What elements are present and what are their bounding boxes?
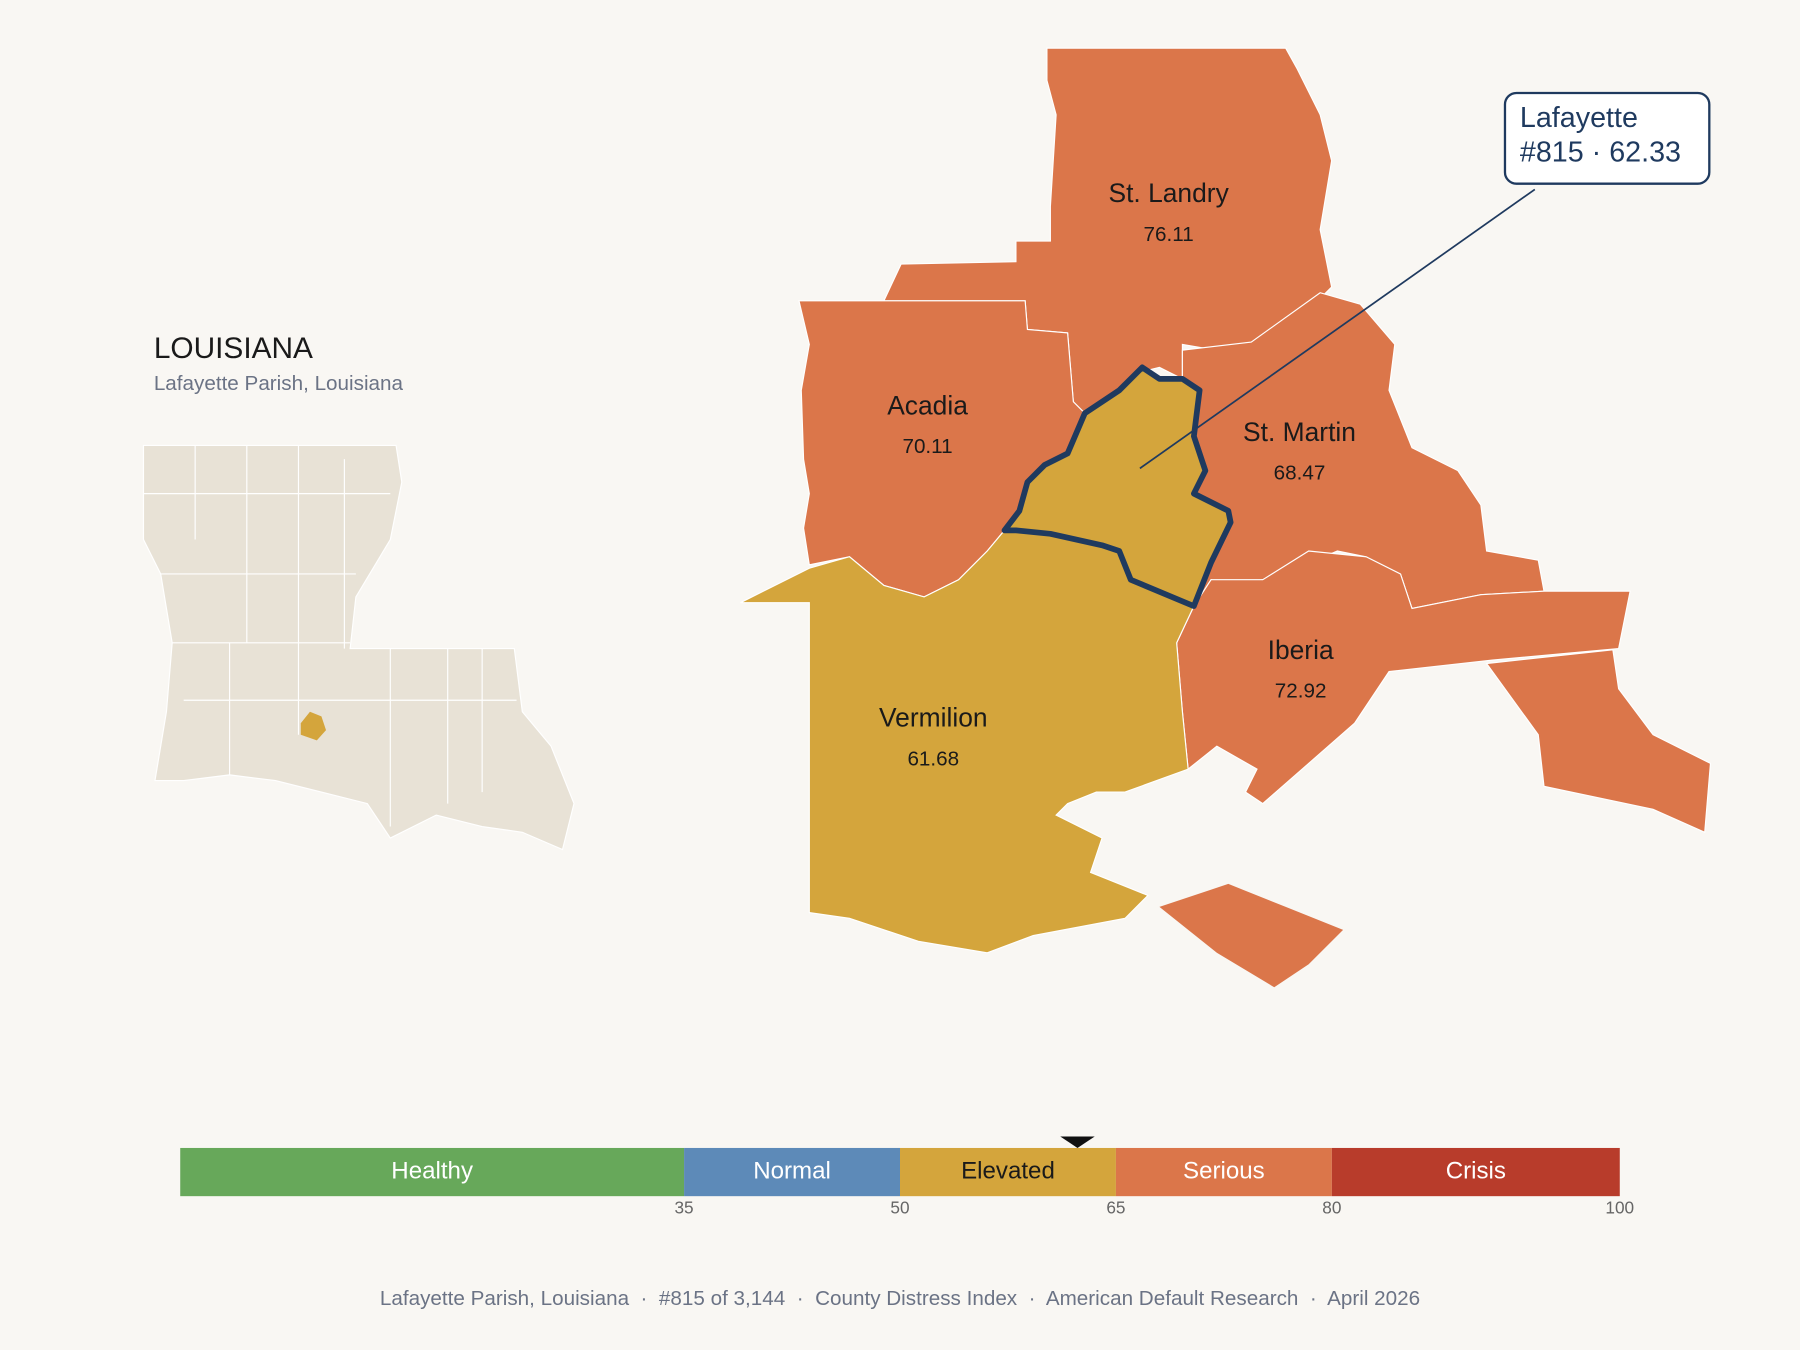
parishes: St. Landry 76.11 Acadia 70.11 St. Martin 68.4… — [740, 47, 1712, 988]
scale: Healthy Normal Elevated Serious Crisis 35 50 65… — [180, 1136, 1634, 1217]
band-label: Elevated — [961, 1157, 1055, 1184]
band-label: Normal — [753, 1157, 831, 1184]
parish-name: St. Martin — [1243, 417, 1356, 447]
parish-name: Iberia — [1268, 635, 1334, 665]
scale-band — [900, 1147, 1116, 1197]
inset-borders — [143, 445, 517, 827]
state-inset — [142, 444, 575, 851]
parish-value: 76.11 — [1144, 223, 1194, 246]
scale-band — [1115, 1147, 1332, 1197]
state-title: LOUISIANA — [154, 332, 313, 365]
band-label: Serious — [1183, 1157, 1265, 1184]
scale-tick-label: 65 — [1106, 1197, 1125, 1217]
state-subtitle: Lafayette Parish, Louisiana — [154, 372, 404, 395]
scale-band — [180, 1147, 685, 1197]
band-label: Healthy — [391, 1157, 473, 1184]
footer: Lafayette Parish, Louisiana · #815 of 3,… — [380, 1287, 1420, 1310]
parish-shape — [740, 529, 1195, 954]
scale-band — [684, 1147, 900, 1197]
marsh-island — [1159, 883, 1344, 988]
scale-marker — [1060, 1136, 1095, 1148]
parish-value: 68.47 — [1274, 462, 1326, 485]
scale-tick-label: 80 — [1322, 1197, 1341, 1217]
state-shape — [142, 444, 575, 851]
parish-value: 70.11 — [902, 435, 952, 458]
scale-tick-label: 100 — [1605, 1197, 1634, 1217]
callout-detail: #815 · 62.33 — [1520, 136, 1681, 168]
band-label: Crisis — [1446, 1157, 1506, 1184]
scale-tick-label: 35 — [674, 1197, 693, 1217]
callout-leader — [1139, 188, 1536, 470]
highlight-parish — [1001, 364, 1234, 609]
parish-shape — [1176, 550, 1631, 805]
parish-value: 72.92 — [1275, 680, 1327, 703]
neighbor-parish — [1485, 649, 1712, 834]
callout-box — [1503, 91, 1711, 185]
parish-name: Acadia — [887, 390, 968, 420]
inset-highlight — [300, 711, 327, 741]
scale-band — [1331, 1147, 1620, 1197]
parish-name: St. Landry — [1108, 178, 1229, 208]
callout-name: Lafayette — [1520, 102, 1638, 134]
parish-value: 61.68 — [907, 747, 959, 770]
scale-tick-label: 50 — [890, 1197, 909, 1217]
parish-name: Vermilion — [879, 703, 988, 733]
